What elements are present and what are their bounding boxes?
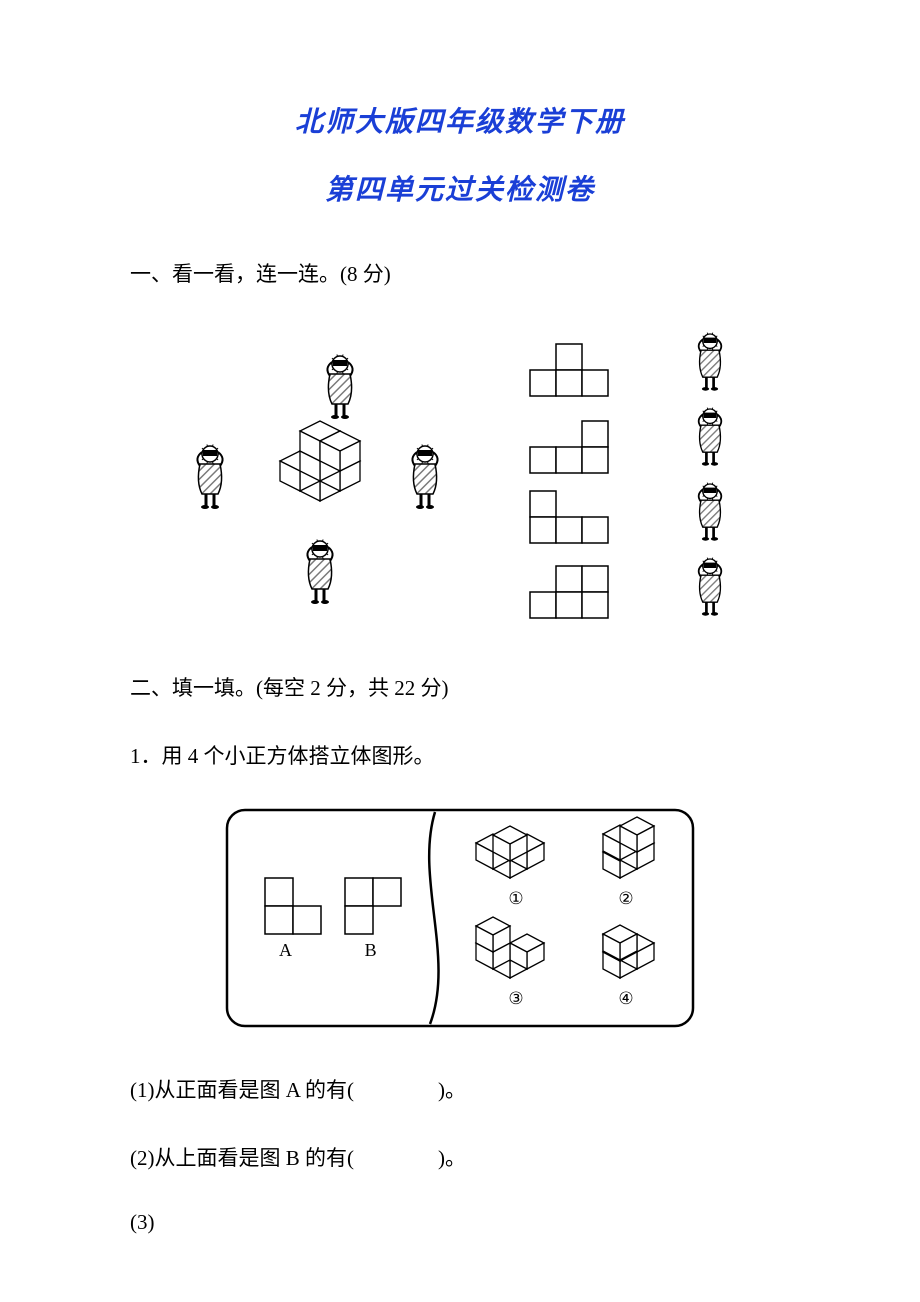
figure-1 (170, 326, 750, 626)
question-2-1-1: (1)从正面看是图 A 的有( )。 (130, 1074, 790, 1104)
question-2-1-2: (2)从上面看是图 B 的有( )。 (130, 1142, 790, 1172)
question-2-1-3: (3) (130, 1210, 790, 1235)
svg-text:A: A (279, 940, 292, 960)
figure-2-wrap: A B ① ② ③ ④ (130, 808, 790, 1034)
svg-text:④: ④ (618, 989, 633, 1008)
svg-text:②: ② (618, 889, 633, 908)
question-2-1: 1．用 4 个小正方体搭立体图形。 (130, 740, 790, 770)
svg-text:③: ③ (508, 989, 523, 1008)
svg-text:B: B (365, 940, 377, 960)
page-title-main: 北师大版四年级数学下册 (130, 100, 790, 140)
section-2: 二、填一填。(每空 2 分，共 22 分) 1．用 4 个小正方体搭立体图形。 … (130, 672, 790, 1235)
section-1: 一、看一看，连一连。(8 分) (130, 258, 790, 632)
figure-2: A B ① ② ③ ④ (225, 808, 695, 1028)
figure-1-wrap (130, 326, 790, 632)
section-2-heading: 二、填一填。(每空 2 分，共 22 分) (130, 672, 790, 702)
svg-text:①: ① (508, 889, 523, 908)
page-title-sub: 第四单元过关检测卷 (130, 168, 790, 208)
section-1-heading: 一、看一看，连一连。(8 分) (130, 258, 790, 288)
